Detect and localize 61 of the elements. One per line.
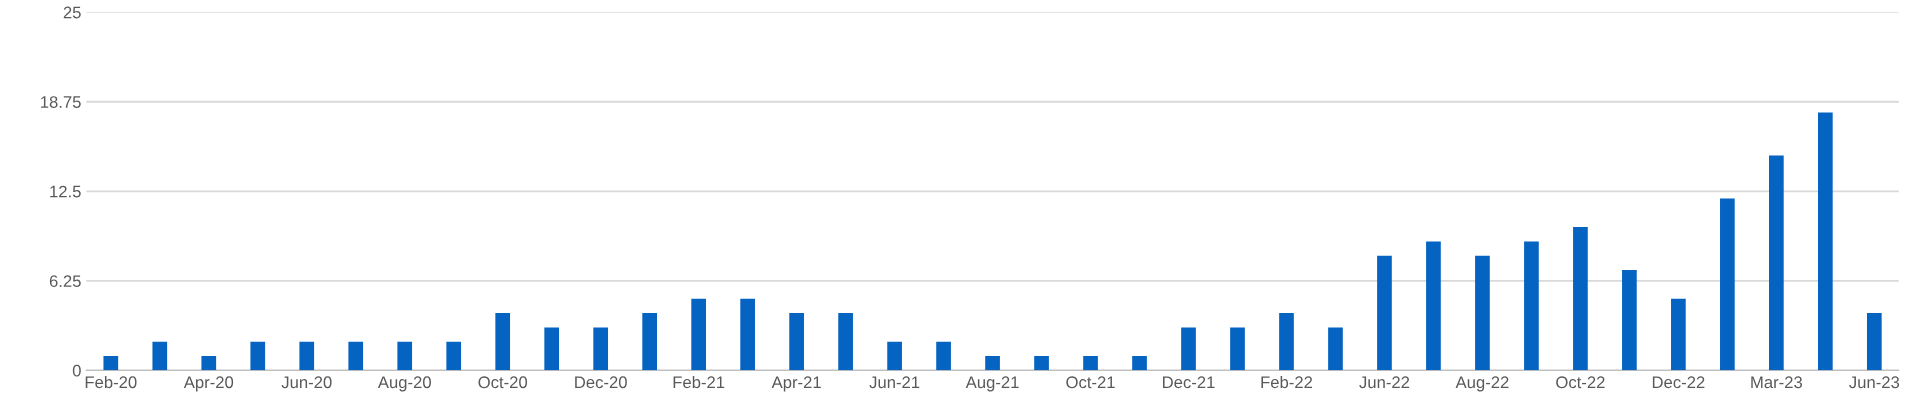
y-tick-label: 12.5 bbox=[50, 185, 81, 198]
x-tick-label: Feb-22 bbox=[1261, 375, 1313, 389]
bar bbox=[1083, 356, 1098, 371]
bar bbox=[1426, 241, 1441, 371]
bar bbox=[936, 341, 951, 371]
x-tick-label: Jun-22 bbox=[1359, 376, 1410, 389]
x-tick-label: Apr-21 bbox=[771, 376, 821, 392]
bar bbox=[544, 327, 560, 371]
x-tick-label: Aug-22 bbox=[1455, 376, 1509, 392]
x-tick-label: Dec-22 bbox=[1652, 376, 1705, 389]
bar bbox=[152, 341, 168, 371]
bar bbox=[495, 313, 511, 371]
x-tick-label: Dec-20 bbox=[575, 376, 627, 389]
x-tick-label: Apr-20 bbox=[183, 376, 234, 392]
bar bbox=[1817, 112, 1833, 371]
bar bbox=[1475, 255, 1490, 371]
x-tick-label: Jun-23 bbox=[1849, 376, 1900, 389]
bar bbox=[1866, 313, 1882, 371]
x-tick-label: Feb-20 bbox=[85, 375, 137, 389]
x-tick-label: Oct-22 bbox=[1556, 376, 1605, 389]
bar bbox=[838, 313, 853, 371]
bar bbox=[1573, 227, 1588, 371]
bar bbox=[1230, 327, 1245, 371]
bar bbox=[103, 356, 119, 371]
x-tick-label: Oct-21 bbox=[1066, 376, 1115, 389]
bar bbox=[1181, 327, 1196, 371]
bar bbox=[1034, 356, 1049, 371]
bar bbox=[593, 327, 609, 371]
bar bbox=[887, 341, 902, 371]
bar bbox=[1720, 198, 1735, 371]
bar bbox=[348, 341, 364, 371]
bar bbox=[397, 341, 413, 371]
bar bbox=[299, 341, 315, 371]
x-tick-label: Oct-20 bbox=[478, 376, 528, 389]
y-tick-label: 6.25 bbox=[49, 275, 81, 288]
bar bbox=[1377, 255, 1392, 371]
x-tick-label: Aug-20 bbox=[377, 376, 431, 392]
bar bbox=[789, 313, 804, 371]
bar bbox=[985, 356, 1000, 371]
bar bbox=[1622, 270, 1637, 371]
x-tick-label: Jun-20 bbox=[281, 376, 332, 389]
bar bbox=[1769, 155, 1784, 371]
bar bbox=[691, 298, 706, 371]
x-tick-label: Mar-23 bbox=[1751, 376, 1803, 389]
bar bbox=[1524, 241, 1539, 371]
x-tick-label: Feb-21 bbox=[673, 375, 725, 389]
bar bbox=[201, 356, 217, 371]
bar bbox=[1328, 327, 1343, 371]
bar bbox=[642, 313, 658, 371]
x-tick-label: Dec-21 bbox=[1163, 376, 1215, 389]
bar bbox=[740, 298, 755, 371]
bar bbox=[446, 341, 462, 371]
bar bbox=[1671, 298, 1686, 371]
bar bbox=[250, 341, 266, 371]
bar bbox=[1132, 356, 1147, 371]
y-tick-label: 18.75 bbox=[41, 96, 81, 108]
x-tick-label: Aug-21 bbox=[965, 376, 1019, 392]
y-tick-label: 0 bbox=[72, 364, 81, 377]
bar bbox=[1279, 313, 1294, 371]
y-tick-label: 25 bbox=[63, 6, 81, 19]
x-tick-label: Jun-21 bbox=[869, 376, 920, 389]
